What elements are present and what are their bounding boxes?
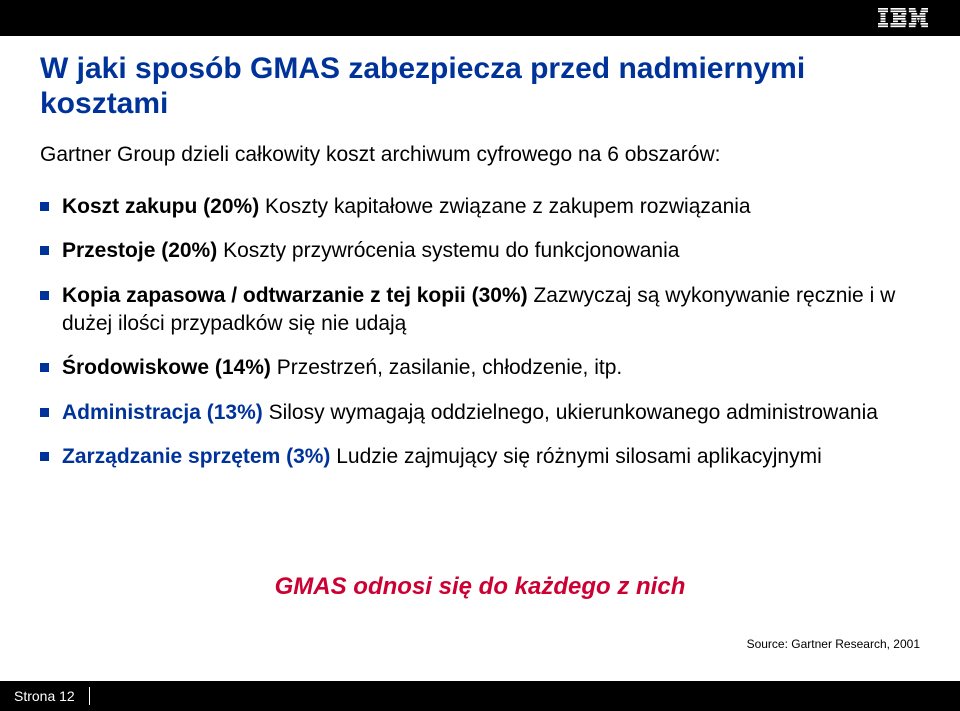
top-bar xyxy=(0,0,960,36)
bullet-lead: Środowiskowe (14%) xyxy=(62,356,271,379)
list-item: Kopia zapasowa / odtwarzanie z tej kopii… xyxy=(40,282,920,339)
list-item: Administracja (13%) Silosy wymagają oddz… xyxy=(40,399,920,427)
slide: W jaki sposób GMAS zabezpiecza przed nad… xyxy=(0,0,960,711)
content-area: W jaki sposób GMAS zabezpiecza przed nad… xyxy=(40,52,920,487)
source-citation: Source: Gartner Research, 2001 xyxy=(747,637,920,651)
footer-divider xyxy=(89,687,90,705)
list-item: Zarządzanie sprzętem (3%) Ludzie zajmują… xyxy=(40,443,920,471)
bullet-rest: Koszty przywrócenia systemu do funkcjono… xyxy=(217,239,679,262)
footer-bar: Strona 12 xyxy=(0,681,960,711)
list-item: Koszt zakupu (20%) Koszty kapitałowe zwi… xyxy=(40,193,920,221)
bullet-lead: Koszt zakupu (20%) xyxy=(62,195,259,218)
bullet-lead: Kopia zapasowa / odtwarzanie z tej kopii… xyxy=(62,284,528,307)
bullet-rest: Ludzie zajmujący się różnymi silosami ap… xyxy=(330,445,821,468)
slide-title: W jaki sposób GMAS zabezpiecza przed nad… xyxy=(40,52,920,121)
ibm-logo-svg xyxy=(876,8,930,28)
bullet-rest: Silosy wymagają oddzielnego, ukierunkowa… xyxy=(263,401,878,424)
bullet-list: Koszt zakupu (20%) Koszty kapitałowe zwi… xyxy=(40,193,920,471)
bullet-lead: Administracja (13%) xyxy=(62,401,263,424)
ibm-logo xyxy=(876,6,930,30)
list-item: Środowiskowe (14%) Przestrzeń, zasilanie… xyxy=(40,354,920,382)
page-number: Strona 12 xyxy=(0,688,75,704)
bullet-rest: Koszty kapitałowe związane z zakupem roz… xyxy=(259,195,750,218)
slide-subtitle: Gartner Group dzieli całkowity koszt arc… xyxy=(40,143,920,167)
bullet-lead: Zarządzanie sprzętem (3%) xyxy=(62,445,330,468)
bullet-rest: Przestrzeń, zasilanie, chłodzenie, itp. xyxy=(271,356,622,379)
bullet-lead: Przestoje (20%) xyxy=(62,239,217,262)
list-item: Przestoje (20%) Koszty przywrócenia syst… xyxy=(40,237,920,265)
emphasis-line: GMAS odnosi się do każdego z nich xyxy=(0,573,960,601)
